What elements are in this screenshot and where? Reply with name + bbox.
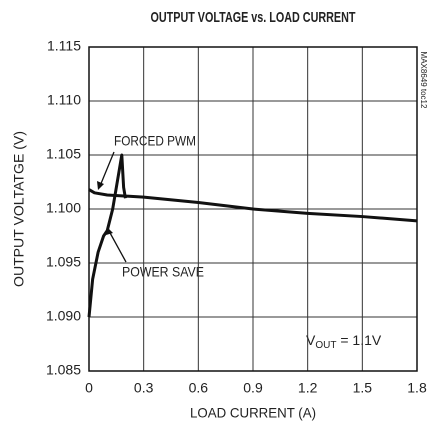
arrowhead — [97, 181, 104, 190]
x-tick-label: 0.6 — [189, 380, 209, 396]
vout-label: VOUT = 1.1V — [306, 332, 382, 351]
x-tick-label: 0.9 — [243, 380, 263, 396]
annotation-arrow — [99, 151, 115, 187]
vout-rest: = 1.1V — [336, 332, 381, 348]
plot-frame — [88, 46, 418, 372]
x-tick-label: 1.8 — [407, 380, 427, 396]
x-tick-label: 1.2 — [298, 380, 318, 396]
y-tick-label: 1.110 — [47, 92, 81, 108]
vout-sub: OUT — [315, 340, 336, 351]
series-line — [87, 153, 127, 318]
y-tick-label: 1.090 — [46, 308, 81, 324]
vout-v: V — [306, 332, 316, 348]
side-label: MAX8649 toc12 — [419, 52, 427, 109]
annotation-arrow — [108, 230, 127, 263]
y-tick-label: 1.105 — [46, 146, 81, 162]
series-line — [88, 188, 418, 223]
y-tick-label: 1.095 — [46, 254, 81, 270]
annotation-bg — [118, 263, 208, 283]
x-axis-label: LOAD CURRENT (A) — [190, 405, 316, 421]
x-tick-label: 0.3 — [134, 380, 154, 396]
annotation: FORCED PWM — [114, 133, 196, 149]
annotation: POWER SAVE — [122, 264, 204, 280]
chart-title: OUTPUT VOLTAGE vs. LOAD CURRENT — [151, 9, 356, 26]
arrowhead — [106, 227, 113, 235]
y-tick-label: 1.100 — [46, 200, 81, 216]
y-tick-label: 1.085 — [46, 362, 81, 378]
y-tick-label: 1.115 — [47, 38, 81, 54]
annotation-bg — [110, 132, 200, 152]
x-tick-label: 0 — [85, 380, 93, 396]
y-axis-label: OUTPUT VOLTATGE (V) — [11, 131, 27, 287]
x-tick-label: 1.5 — [353, 380, 373, 396]
